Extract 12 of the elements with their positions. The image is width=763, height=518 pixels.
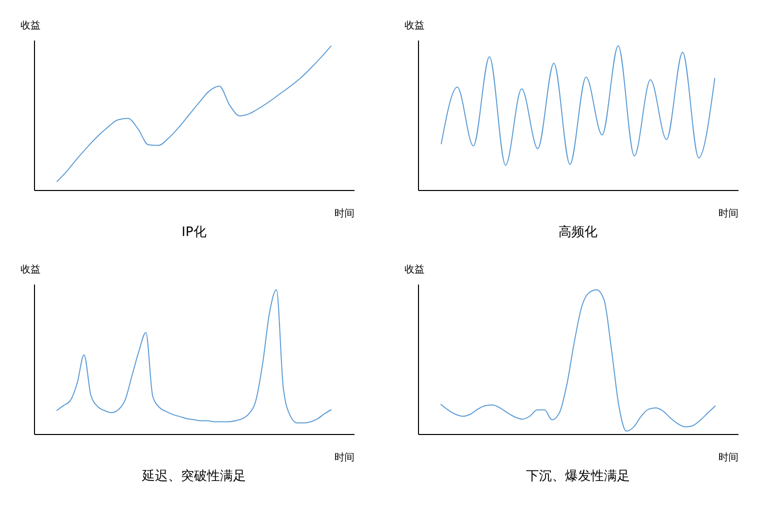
text: 延迟、突破性满足	[141, 469, 246, 484]
x-axis-title: 时间	[334, 208, 354, 220]
y-axis-title: 收益	[20, 264, 40, 276]
y-axis-title: 收益	[404, 264, 424, 276]
y-axis-title: 收益	[404, 20, 424, 32]
text: IP化	[182, 225, 206, 240]
text: 高频化	[558, 224, 598, 240]
y-axis-title: 收益	[20, 20, 40, 32]
x-axis-title: 时间	[718, 208, 738, 220]
text: 下沉、爆发性满足	[526, 469, 630, 484]
x-axis-title: 时间	[718, 452, 738, 464]
x-axis-title: 时间	[334, 452, 354, 464]
